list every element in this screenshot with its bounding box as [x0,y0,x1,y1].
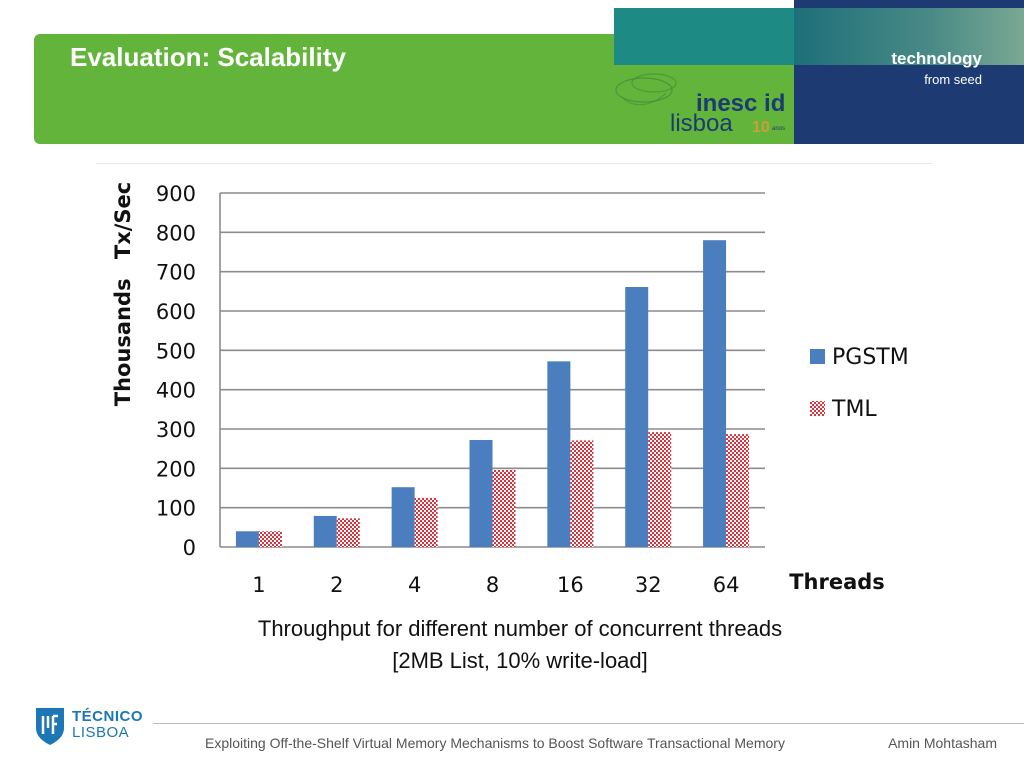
legend-swatch-pgstm [810,349,825,364]
y-tick-label: 500 [156,339,196,363]
x-tick-label: 32 [635,573,662,597]
bar-tml-4 [414,497,438,547]
legend-label-pgstm: PGSTM [832,345,909,370]
throughput-chart: 0 100 200 300 400 500 600 700 800 900 1 2 4 8 16 32 64 T… [111,182,909,597]
y-tick-label: 900 [156,182,196,206]
logo-anos-text: anos [772,126,785,132]
legend-label-tml: TML [831,397,877,422]
x-tick-label: 1 [252,573,265,597]
x-tick-label: 2 [330,573,343,597]
x-axis-label: Threads [789,570,885,594]
y-tick-label: 600 [156,300,196,324]
chart-caption-line1: Throughput for different number of concu… [257,616,783,641]
logo-lisboa-text: lisboa [670,110,733,137]
logo-inesc-id-text: inesc id [696,90,785,117]
tecnico-text: TÉCNICO [72,708,143,725]
y-axis-label: Thousands Tx/Sec [111,182,135,406]
tagline-sub: from seed [924,72,982,87]
logo-anniversary-number: 10 [752,119,770,136]
y-tick-label: 800 [156,221,196,245]
tecnico-lisboa-logo: TÉCNICO LISBOA [34,706,144,748]
tecnico-shield-icon [36,708,64,745]
bar-pgstm-8 [469,440,493,547]
bar-pgstm-32 [625,287,649,547]
y-tick-label: 200 [156,457,196,481]
bar-pgstm-16 [547,361,571,547]
header-leaf-banner [794,8,1024,65]
y-tick-label: 0 [183,536,196,560]
bar-pgstm-1 [235,531,259,547]
bar-tml-32 [648,432,672,547]
bar-pgstm-2 [313,515,337,547]
y-axis-label-line1: Thousands [111,278,135,406]
y-tick-label: 300 [156,418,196,442]
chart-top-separator [96,163,932,164]
legend-swatch-tml [810,401,825,416]
slide-title: Evaluation: Scalability [70,42,346,72]
y-axis-label-line2: Tx/Sec [111,182,135,259]
bar-pgstm-64 [703,240,727,547]
chart-legend: PGSTM TML [810,345,909,422]
y-tick-label: 700 [156,261,196,285]
footer-title: Exploiting Off-the-Shelf Virtual Memory … [205,735,785,751]
bar-tml-2 [336,518,360,547]
inesc-id-logo: inesc id lisboa 10 anos [615,73,785,137]
bar-pgstm-4 [391,487,415,547]
tagline-main: technology [891,49,982,68]
bar-tml-8 [492,469,516,547]
x-tick-label: 64 [713,573,740,597]
bar-tml-16 [570,440,594,547]
x-tick-label: 16 [557,573,584,597]
y-tick-label: 100 [156,497,196,521]
footer-author: Amin Mohtasham [888,735,997,751]
lisboa-text: LISBOA [72,724,130,741]
footer-divider [153,723,1024,724]
y-tick-label: 400 [156,379,196,403]
tecnico-lisboa-text: TÉCNICO LISBOA [72,709,143,741]
bar-tml-64 [726,434,750,547]
bar-tml-1 [258,531,282,547]
x-tick-label: 8 [486,573,499,597]
chart-caption-line2: [2MB List, 10% write-load] [392,648,648,673]
x-tick-label: 4 [408,573,421,597]
